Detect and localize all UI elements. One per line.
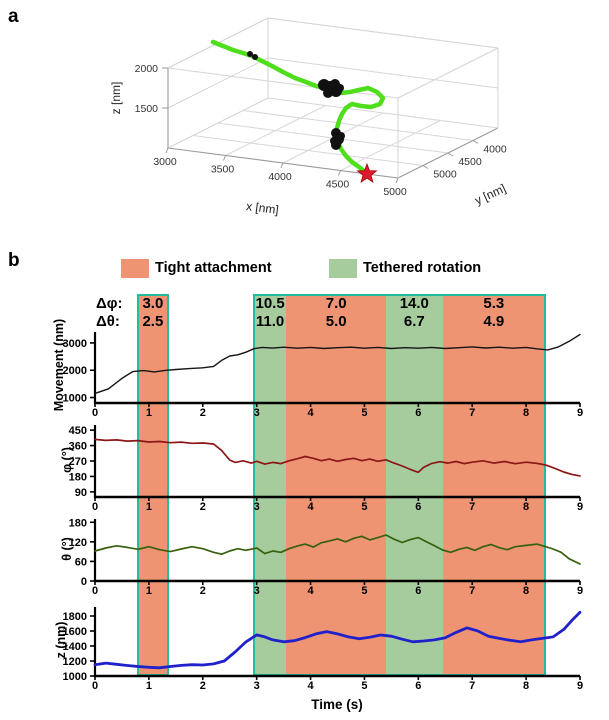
svg-text:3000: 3000 (153, 156, 177, 168)
svg-text:2000: 2000 (135, 63, 159, 75)
region-group-border (137, 294, 169, 676)
svg-text:5000: 5000 (433, 169, 457, 181)
movement-axis-label: Movement (nm) (52, 318, 66, 412)
svg-text:4500: 4500 (326, 179, 350, 191)
y-3d-axis-label: y [nm] (473, 181, 509, 207)
trajectory-3d-plot: 3000350040004500500050004500400015002000… (109, 17, 509, 217)
start-star-marker (356, 162, 378, 184)
svg-text:3500: 3500 (211, 164, 235, 176)
panel-label-a: a (8, 6, 19, 27)
wireframe-box (167, 17, 499, 179)
svg-text:4500: 4500 (458, 156, 482, 168)
z-3d-axis-label: z [nm] (109, 82, 123, 115)
svg-text:5000: 5000 (383, 186, 407, 198)
panel-label-b: b (8, 250, 20, 271)
trajectory-dwell-blobs (247, 51, 345, 150)
legend-label-tight-attachment: Tight attachment (155, 260, 272, 276)
time-axis-label: Time (s) (311, 697, 363, 712)
phi-axis-label: φ (°) (60, 447, 74, 473)
legend-swatch-tethered-rotation (329, 259, 357, 278)
legend-swatch-tight-attachment (121, 259, 149, 278)
region-group-border (253, 294, 546, 676)
legend-label-tethered-rotation: Tethered rotation (363, 260, 482, 276)
z-axis-label: z (nm) (54, 621, 68, 659)
svg-text:4000: 4000 (483, 144, 507, 156)
theta-axis-label: θ (°) (60, 537, 74, 561)
x-3d-axis-label: x [nm] (245, 199, 279, 217)
svg-text:1500: 1500 (135, 103, 159, 115)
svg-text:4000: 4000 (268, 171, 292, 183)
